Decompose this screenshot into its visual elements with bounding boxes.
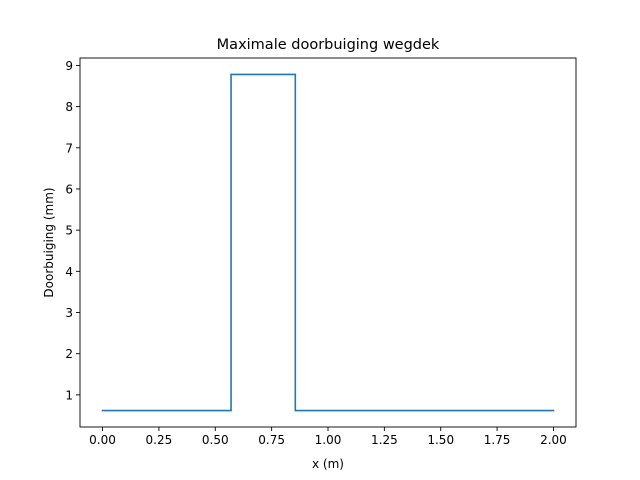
plot-area [101, 73, 555, 412]
y-tick-label: 1 [65, 388, 73, 402]
y-tick-label: 5 [65, 224, 73, 238]
x-axis-label: x (m) [312, 457, 344, 471]
y-tick-label: 3 [65, 306, 73, 320]
series-line-0 [101, 73, 555, 412]
y-axis: 1 2 3 4 5 6 7 8 9 [65, 59, 80, 402]
x-tick-label: 1.25 [371, 433, 398, 447]
plot-frame [79, 57, 577, 428]
x-tick-label: 1.50 [427, 433, 454, 447]
x-axis: 0.00 0.25 0.50 0.75 1.00 1.25 1.50 1.75 2.00 [89, 427, 567, 447]
x-tick-label: 0.25 [146, 433, 173, 447]
chart-title: Maximale doorbuiging wegdek [217, 37, 440, 53]
y-tick-label: 8 [65, 100, 73, 114]
x-tick-label: 0.00 [89, 433, 116, 447]
x-tick-label: 1.00 [315, 433, 342, 447]
y-tick-label: 4 [65, 265, 73, 279]
x-tick-label: 2.00 [540, 433, 567, 447]
x-tick-label: 1.75 [484, 433, 511, 447]
x-tick-label: 0.50 [202, 433, 229, 447]
x-tick-label: 0.75 [258, 433, 285, 447]
y-tick-label: 2 [65, 347, 73, 361]
y-tick-label: 6 [65, 182, 73, 196]
y-tick-label: 9 [65, 59, 73, 73]
y-tick-label: 7 [65, 141, 73, 155]
y-axis-label: Doorbuiging (mm) [42, 187, 56, 297]
